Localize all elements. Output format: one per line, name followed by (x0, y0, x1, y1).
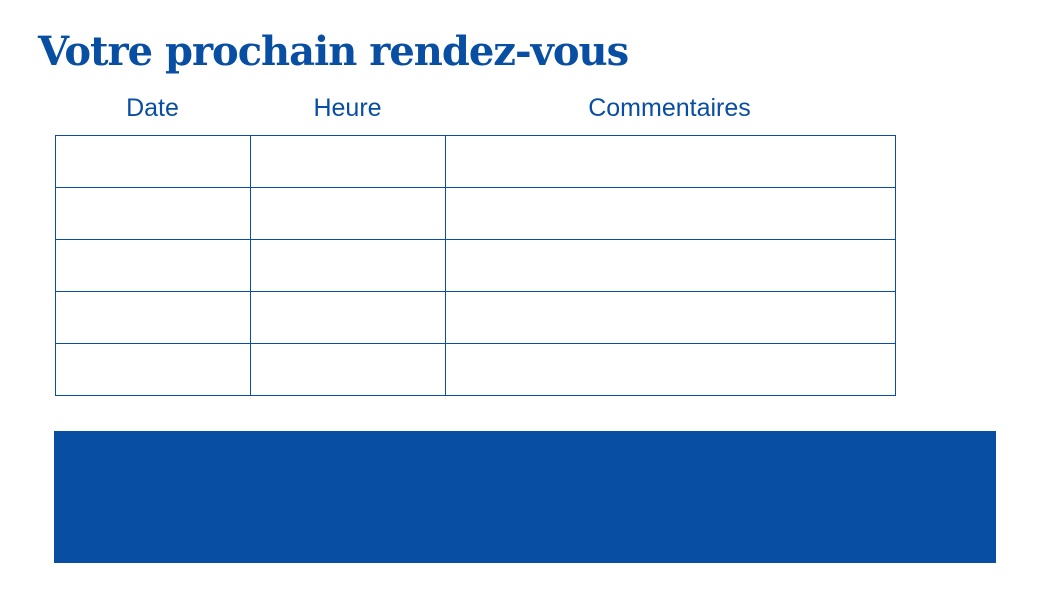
cell-date[interactable] (55, 343, 251, 396)
cell-heure[interactable] (250, 343, 446, 396)
table-row (55, 343, 896, 396)
column-header-commentaires: Commentaires (588, 94, 751, 122)
cell-commentaires[interactable] (445, 135, 896, 188)
page-title: Votre prochain rendez-vous (38, 28, 629, 75)
appointment-table (55, 135, 896, 396)
table-row (55, 291, 896, 344)
cell-heure[interactable] (250, 187, 446, 240)
cell-date[interactable] (55, 187, 251, 240)
cell-date[interactable] (55, 239, 251, 292)
column-header-heure: Heure (313, 94, 382, 122)
cell-heure[interactable] (250, 291, 446, 344)
cell-commentaires[interactable] (445, 187, 896, 240)
column-header-date: Date (126, 94, 179, 122)
cell-heure[interactable] (250, 135, 446, 188)
cell-date[interactable] (55, 135, 251, 188)
cell-heure[interactable] (250, 239, 446, 292)
cell-commentaires[interactable] (445, 291, 896, 344)
cell-commentaires[interactable] (445, 343, 896, 396)
cell-commentaires[interactable] (445, 239, 896, 292)
table-row (55, 239, 896, 292)
table-row (55, 187, 896, 240)
table-row (55, 135, 896, 188)
blue-banner (54, 431, 996, 563)
cell-date[interactable] (55, 291, 251, 344)
